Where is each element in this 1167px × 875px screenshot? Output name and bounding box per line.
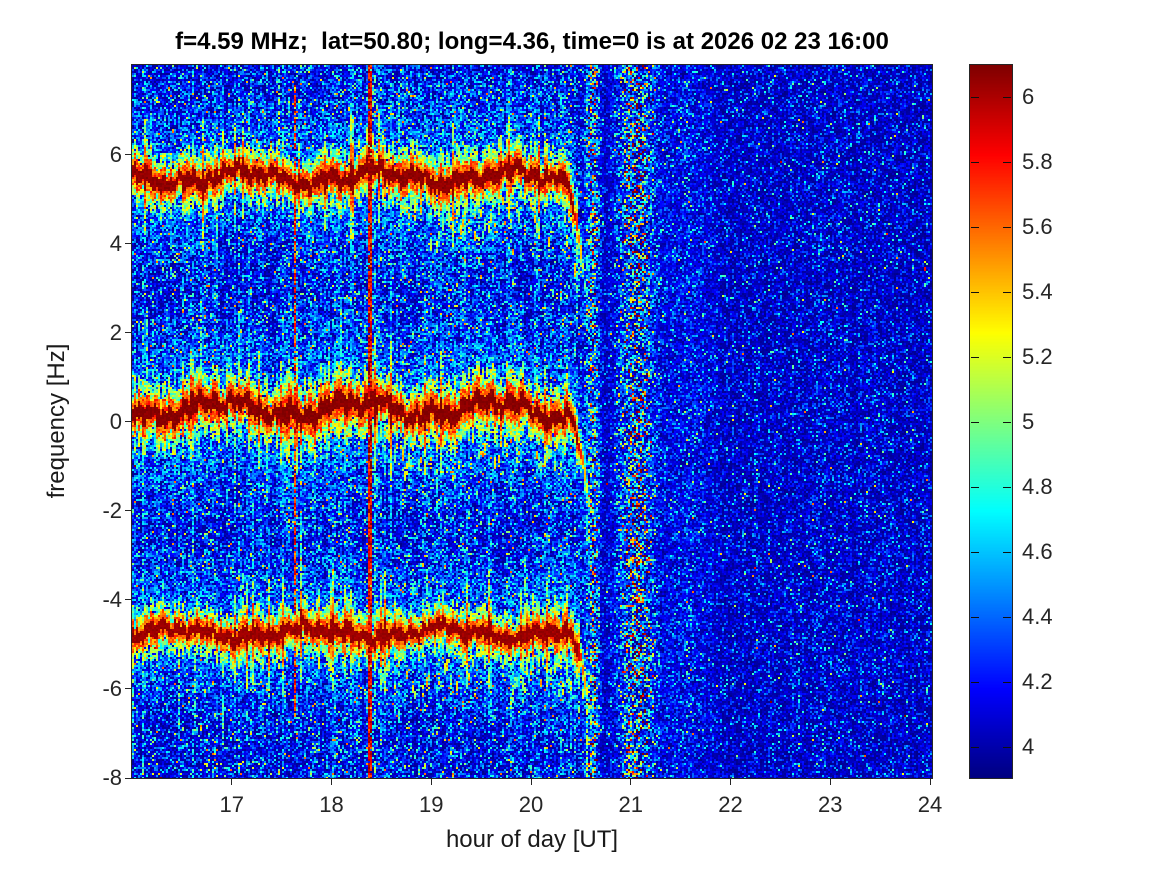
x-tick-mark [730, 779, 731, 785]
plot-area [131, 64, 933, 779]
x-tick-mark [430, 779, 432, 785]
x-tick-label: 24 [917, 792, 943, 817]
colorbar [969, 64, 1013, 779]
x-tick-mark [630, 779, 632, 785]
y-tick-mark [125, 688, 131, 690]
jet-colorbar-gradient [970, 65, 1012, 778]
colorbar-tick-label: 4.8 [1022, 474, 1053, 500]
x-tick-mark [829, 779, 831, 785]
colorbar-tick-mark [1003, 681, 1011, 683]
x-axis-label: hour of day [UT] [445, 826, 619, 853]
colorbar-tick-label: 4.2 [1022, 669, 1053, 695]
y-tick-label: 4 [109, 230, 122, 256]
colorbar-tick-mark [1003, 421, 1011, 423]
colorbar-tick-label: 6 [1022, 84, 1035, 110]
colorbar-tick-mark [1003, 616, 1011, 618]
colorbar-tick-label: 5 [1022, 409, 1035, 435]
colorbar-tick-label: 5.4 [1022, 279, 1053, 305]
colorbar-tick-label: 4.6 [1022, 539, 1053, 565]
colorbar-tick-mark [971, 746, 979, 748]
colorbar-tick-label: 5.6 [1022, 214, 1053, 240]
spectrogram-image [132, 65, 932, 778]
colorbar-tick-mark [1003, 96, 1011, 98]
x-tick-label: 17 [219, 792, 244, 817]
colorbar-tick-mark [971, 161, 979, 163]
colorbar-tick-mark [971, 681, 979, 683]
colorbar-tick-mark [1003, 291, 1011, 293]
colorbar-tick-label: 5.8 [1022, 149, 1053, 175]
y-tick-mark [125, 599, 131, 601]
colorbar-tick-mark [971, 226, 979, 228]
colorbar-tick-mark [971, 616, 979, 618]
colorbar-tick-mark [1003, 356, 1011, 358]
y-tick-mark [125, 243, 131, 245]
x-tick-mark [530, 779, 532, 785]
colorbar-tick-mark [971, 291, 979, 293]
colorbar-tick-label: 4.4 [1022, 604, 1053, 630]
y-tick-mark [125, 510, 131, 512]
colorbar-tick-mark [971, 356, 979, 358]
colorbar-tick-mark [1003, 486, 1011, 488]
y-tick-label: -6 [102, 675, 122, 701]
y-tick-label: 2 [109, 319, 122, 345]
x-tick-label: 22 [718, 792, 743, 817]
y-tick-label: -4 [102, 586, 122, 612]
x-tick-label: 18 [319, 792, 344, 817]
y-tick-mark [125, 777, 131, 779]
x-tick-label: 21 [618, 792, 643, 817]
x-tick-label: 20 [518, 792, 544, 817]
y-tick-label: 0 [109, 408, 122, 434]
colorbar-tick-label: 4 [1022, 734, 1035, 760]
colorbar-tick-mark [1003, 226, 1011, 228]
y-tick-label: -8 [102, 765, 122, 790]
x-tick-label: 19 [419, 792, 444, 817]
colorbar-tick-mark [971, 96, 979, 98]
colorbar-tick-mark [971, 421, 979, 423]
y-tick-label: 6 [109, 141, 122, 167]
colorbar-tick-mark [971, 551, 979, 553]
y-tick-label: -2 [102, 497, 122, 523]
x-tick-mark [331, 779, 332, 785]
colorbar-tick-mark [1003, 161, 1011, 163]
y-tick-mark [125, 421, 131, 423]
x-tick-mark [231, 779, 233, 785]
colorbar-tick-label: 5.2 [1022, 344, 1053, 370]
colorbar-tick-mark [971, 486, 979, 488]
x-tick-mark [929, 779, 931, 785]
y-tick-mark [125, 332, 131, 334]
x-tick-label: 23 [818, 792, 843, 817]
colorbar-tick-mark [1003, 551, 1011, 553]
chart-title: f=4.59 MHz; lat=50.80; long=4.36, time=0… [175, 28, 889, 55]
y-tick-mark [125, 154, 131, 156]
colorbar-tick-mark [1003, 746, 1011, 748]
